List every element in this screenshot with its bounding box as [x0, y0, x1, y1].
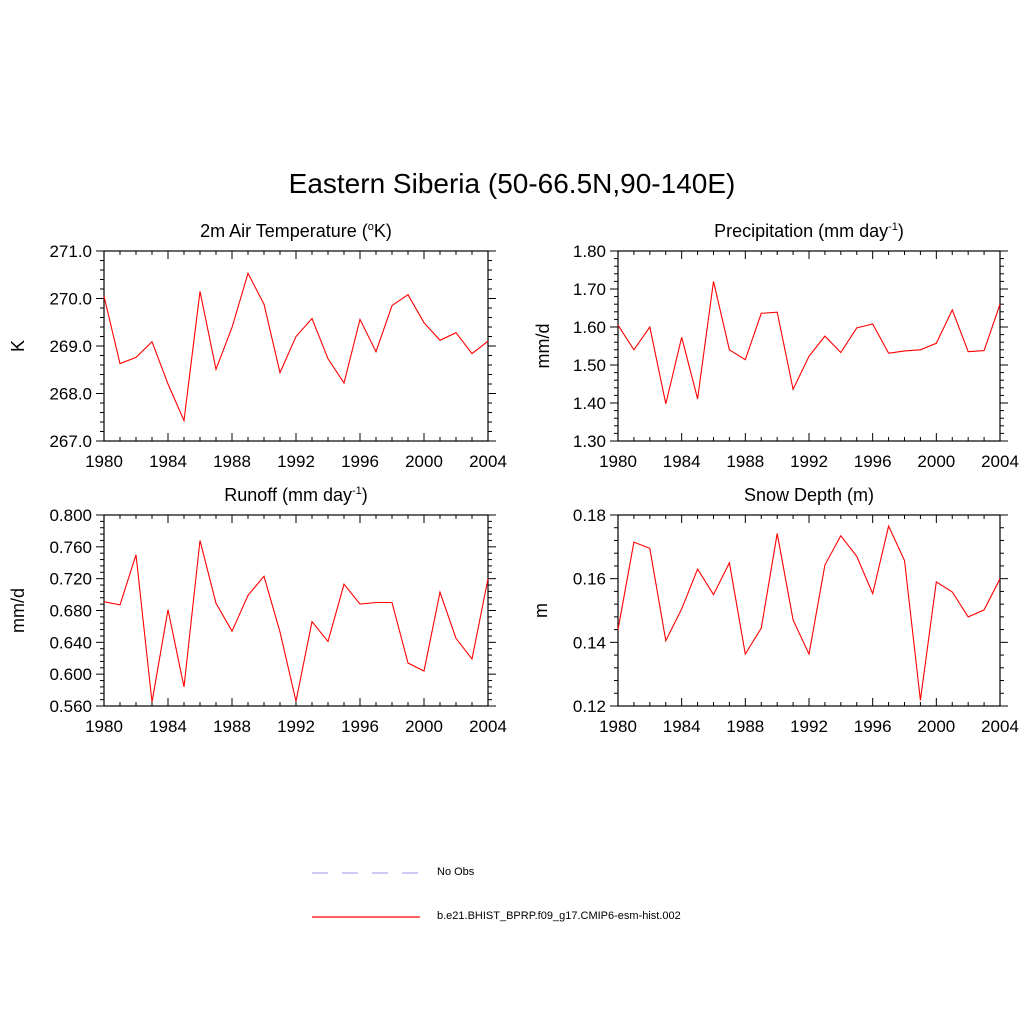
- x-tick-label: 1992: [790, 717, 828, 736]
- y-tick-label: 271.0: [49, 242, 92, 261]
- x-tick-label: 1996: [854, 717, 892, 736]
- y-tick-label: 0.760: [49, 538, 92, 557]
- series-line-precipitation: [617, 281, 1001, 404]
- y-tick-label: 267.0: [49, 432, 92, 451]
- y-tick-label: 0.600: [49, 665, 92, 684]
- x-tick-label: 1996: [341, 452, 379, 471]
- panel-title: Precipitation (mm day-1): [714, 221, 904, 241]
- legend-label-no-obs: No Obs: [437, 866, 475, 878]
- y-tick-label: 0.680: [49, 602, 92, 621]
- y-tick-label: 1.40: [573, 394, 606, 413]
- x-tick-label: 1992: [277, 717, 315, 736]
- plot-frame: [103, 514, 489, 707]
- y-tick-label: 0.720: [49, 570, 92, 589]
- y-tick-label: 268.0: [49, 385, 92, 404]
- x-tick-label: 1984: [149, 717, 187, 736]
- y-axis-label: mm/d: [8, 588, 28, 633]
- chart-panel-temperature: 1980 1984 1988 1992 1996 2000 2004 267.0 268.0 26…: [8, 221, 507, 471]
- x-tick-label: 1988: [726, 717, 764, 736]
- y-axis-label: m: [531, 603, 551, 618]
- y-tick-label: 1.70: [573, 280, 606, 299]
- y-tick-label: 1.30: [573, 432, 606, 451]
- figure-title: Eastern Siberia (50-66.5N,90-140E): [288, 168, 736, 199]
- plot-frame: [617, 250, 1001, 442]
- x-tick-label: 2000: [917, 452, 955, 471]
- y-axis-label: mm/d: [533, 324, 553, 369]
- y-tick-label: 1.50: [573, 356, 606, 375]
- x-tick-label: 1988: [726, 452, 764, 471]
- x-tick-label: 1996: [854, 452, 892, 471]
- y-tick-label: 0.14: [573, 633, 606, 652]
- x-tick-label: 1980: [85, 717, 123, 736]
- x-tick-label: 2000: [405, 452, 443, 471]
- y-tick-label: 1.80: [573, 242, 606, 261]
- y-tick-label: 0.640: [49, 633, 92, 652]
- panel-title: Snow Depth (m): [744, 485, 874, 505]
- x-tick-label: 1988: [213, 452, 251, 471]
- x-tick-label: 2004: [981, 452, 1019, 471]
- y-axis-label: K: [8, 340, 28, 352]
- y-tick-label: 0.12: [573, 697, 606, 716]
- chart-panel-snow-depth: 1980 1984 1988 1992 1996 2000 2004 0.12 0.14 0.16…: [531, 485, 1019, 736]
- x-tick-label: 2004: [469, 452, 507, 471]
- x-tick-label: 1988: [213, 717, 251, 736]
- series-line-runoff: [103, 540, 489, 703]
- x-tick-label: 2000: [917, 717, 955, 736]
- y-tick-label: 0.800: [49, 506, 92, 525]
- legend-label-model: b.e21.BHIST_BPRP.f09_g17.CMIP6-esm-hist.…: [437, 910, 681, 922]
- y-tick-label: 270.0: [49, 290, 92, 309]
- x-tick-label: 1992: [790, 452, 828, 471]
- legend: [312, 872, 420, 918]
- y-tick-label: 0.560: [49, 697, 92, 716]
- x-tick-label: 1992: [277, 452, 315, 471]
- panel-title: 2m Air Temperature (oK): [200, 221, 392, 241]
- x-tick-label: 1984: [149, 452, 187, 471]
- x-tick-label: 1996: [341, 717, 379, 736]
- series-line-snow-depth: [617, 524, 1001, 701]
- panel-title: Runoff (mm day-1): [224, 485, 368, 505]
- series-line-temperature: [103, 271, 489, 423]
- x-tick-label: 1980: [85, 452, 123, 471]
- y-tick-label: 1.60: [573, 318, 606, 337]
- y-tick-label: 0.18: [573, 506, 606, 525]
- x-tick-label: 1984: [663, 717, 701, 736]
- y-tick-label: 269.0: [49, 337, 92, 356]
- x-tick-label: 1980: [599, 717, 637, 736]
- x-tick-label: 2004: [981, 717, 1019, 736]
- x-tick-label: 2000: [405, 717, 443, 736]
- plot-frame: [617, 514, 1001, 707]
- x-tick-label: 1980: [599, 452, 637, 471]
- y-tick-label: 0.16: [573, 570, 606, 589]
- plot-frame: [103, 250, 489, 442]
- chart-panel-runoff: 1980 1984 1988 1992 1996 2000 2004 0.560 0.600 0.…: [8, 485, 507, 736]
- chart-panel-precipitation: 1980 1984 1988 1992 1996 2000 2004 1.30 1.40 1.50…: [533, 221, 1019, 471]
- x-tick-label: 1984: [663, 452, 701, 471]
- x-tick-label: 2004: [469, 717, 507, 736]
